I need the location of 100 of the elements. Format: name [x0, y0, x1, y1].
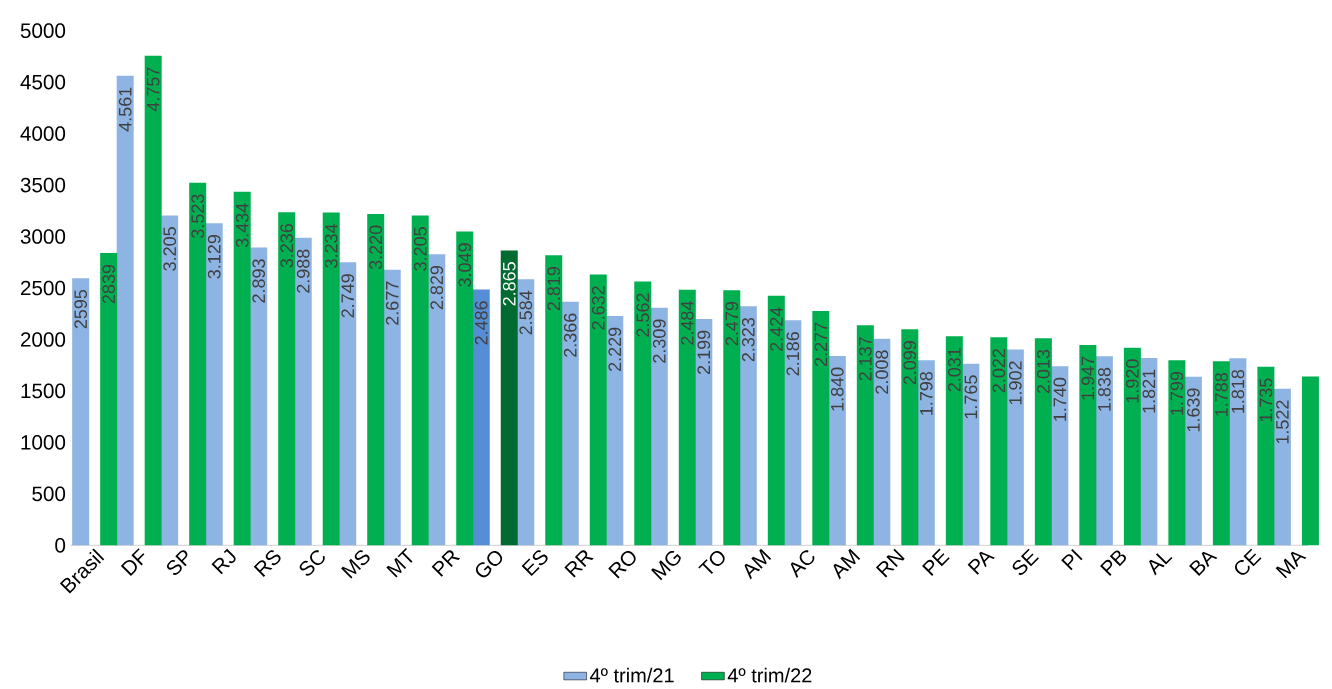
data-label: 2839	[102, 264, 116, 304]
data-label: 2.008	[875, 350, 889, 394]
x-tick-label: MS	[341, 550, 370, 579]
bar	[100, 252, 118, 546]
data-label: 2.309	[652, 319, 666, 363]
data-label: 1.920	[1126, 359, 1139, 403]
x-tick-label: AC	[790, 550, 815, 578]
data-label: 3.049	[458, 243, 472, 287]
x-tick-label: PA	[967, 551, 995, 575]
data-label: 2.677	[385, 281, 399, 325]
y-tick-label: 500	[32, 486, 66, 502]
bar	[472, 289, 490, 546]
bar	[517, 279, 535, 546]
data-label: 1.821	[1142, 369, 1156, 413]
data-label: 1.902	[1008, 361, 1022, 404]
data-label: 1.798	[919, 371, 933, 415]
data-label: 2.031	[947, 347, 961, 392]
bar	[678, 289, 696, 546]
x-tick-label: ES	[521, 550, 548, 576]
x-tick-label: CE	[1235, 548, 1262, 575]
data-label: 2.584	[519, 290, 533, 335]
bar	[634, 281, 652, 546]
bar	[500, 250, 518, 546]
x-tick-label: PB	[1100, 550, 1126, 576]
bar	[1273, 388, 1291, 546]
data-label: 2.829	[430, 265, 444, 310]
data-label: 3.205	[413, 226, 427, 271]
x-tick-label: BA	[1189, 551, 1218, 576]
data-label: 2.022	[992, 348, 1006, 393]
bar	[144, 55, 162, 546]
bar	[1301, 376, 1319, 546]
bar	[739, 306, 757, 546]
data-label: 1.947	[1081, 356, 1095, 400]
data-label: 2.323	[741, 317, 755, 362]
x-tick-label: MT	[386, 547, 413, 578]
data-label: 3.129	[207, 234, 221, 279]
bar	[767, 295, 785, 546]
bar	[589, 274, 607, 546]
bar	[411, 215, 429, 546]
y-tick-label: 1000	[21, 434, 66, 450]
data-label: 2595	[74, 289, 88, 329]
data-label: 2.562	[636, 293, 650, 337]
x-tick-label: GO	[475, 550, 503, 578]
data-label: 3.205	[163, 226, 177, 271]
x-tick-label: AL	[1149, 553, 1173, 576]
bar	[856, 325, 874, 546]
data-label: 1.818	[1231, 369, 1245, 413]
bar	[962, 363, 980, 546]
bar	[828, 355, 846, 546]
data-label: 1.639	[1187, 388, 1200, 432]
data-label: 3.434	[235, 203, 249, 247]
bar	[383, 269, 401, 546]
x-tick-label: RS	[253, 550, 281, 577]
data-label: 2.424	[770, 307, 783, 351]
y-tick-label: 3000	[20, 229, 66, 244]
data-label: 1.799	[1170, 371, 1184, 415]
data-label: 2.893	[252, 259, 266, 303]
bar	[650, 307, 668, 546]
bar	[367, 213, 385, 546]
legend-label: 4º trim/21	[589, 667, 674, 683]
data-label: 2.819	[547, 266, 561, 311]
x-tick-label: MG	[651, 550, 681, 580]
x-tick-label: RO	[608, 550, 636, 579]
data-label: 1.840	[830, 367, 844, 411]
data-label: 1.735	[1259, 378, 1273, 422]
bar	[901, 329, 919, 546]
data-label: 2.749	[341, 274, 355, 318]
bar	[723, 290, 741, 546]
data-label: 2.013	[1036, 349, 1050, 394]
data-label: 1.765	[964, 375, 978, 419]
x-tick-label: PR	[431, 550, 461, 577]
bar	[784, 320, 802, 546]
x-tick-label: RJ	[211, 548, 236, 575]
y-tick-label: 3500	[20, 177, 66, 193]
x-tick-label: SE	[1012, 548, 1039, 575]
x-tick-label: AM	[833, 548, 861, 580]
data-label: 2.632	[591, 286, 605, 330]
x-tick-label: PE	[922, 548, 950, 576]
bar	[1184, 376, 1202, 546]
data-label: 1.740	[1053, 377, 1067, 421]
y-tick-label: 4500	[20, 74, 66, 90]
bar	[1095, 355, 1113, 546]
bar	[695, 318, 713, 546]
data-label: 1.838	[1098, 367, 1111, 411]
bar	[233, 191, 251, 546]
data-label: 3.234	[324, 223, 338, 268]
data-label: 2.186	[786, 331, 800, 376]
bar	[161, 215, 179, 546]
data-label: 3.236	[280, 223, 294, 268]
data-label: 2.486	[474, 301, 488, 345]
data-label: 2.199	[697, 330, 711, 374]
bar	[812, 310, 830, 546]
x-tick-label: DF	[120, 548, 145, 576]
bar	[189, 182, 207, 546]
y-tick-label: 2000	[21, 332, 66, 347]
data-label: 2.865	[502, 261, 516, 306]
bar	[456, 231, 474, 546]
bar	[116, 75, 134, 546]
bar	[339, 262, 357, 546]
bar	[278, 212, 296, 546]
